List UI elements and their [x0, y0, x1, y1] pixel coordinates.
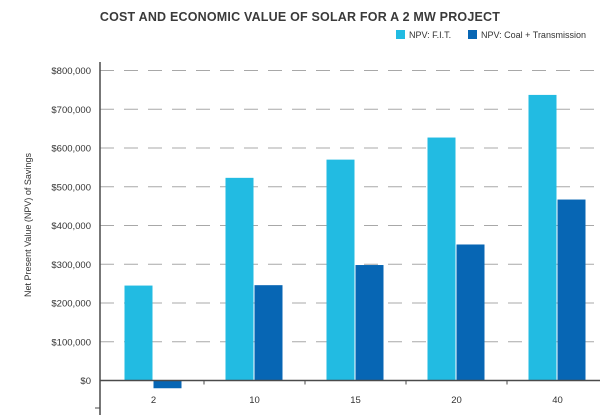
- bar-fit-20: [427, 137, 456, 381]
- y-tick-label: $200,000: [51, 299, 91, 310]
- y-tick-label: $600,000: [51, 144, 91, 155]
- y-tick-label: $500,000: [51, 182, 91, 193]
- bar-fit-2: [124, 285, 153, 381]
- bar-fit-40: [528, 94, 557, 381]
- chart-title: COST AND ECONOMIC VALUE OF SOLAR FOR A 2…: [100, 10, 500, 24]
- legend-label-coal: NPV: Coal + Transmission: [481, 30, 586, 40]
- y-tick-label: $700,000: [51, 105, 91, 116]
- legend-label-fit: NPV: F.I.T.: [409, 30, 451, 40]
- y-tick-label: $300,000: [51, 260, 91, 271]
- x-tick-label: 15: [350, 395, 361, 406]
- bar-coal-10: [254, 285, 283, 381]
- legend-swatch-fit: [396, 30, 405, 39]
- x-tick-label: 2: [151, 395, 156, 406]
- y-tick-label: $400,000: [51, 221, 91, 232]
- bar-coal-15: [355, 265, 384, 381]
- x-tick-label: 40: [552, 395, 563, 406]
- legend-swatch-coal: [468, 30, 477, 39]
- legend: NPV: F.I.T. NPV: Coal + Transmission: [396, 30, 586, 40]
- y-tick-labels: $0 $100,000 $200,000 $300,000 $400,000 $500,0…: [51, 66, 91, 387]
- bar-coal-2: [153, 380, 182, 389]
- bars: [124, 94, 586, 389]
- x-tick-labels: 2 10 15 20 40: [151, 395, 563, 406]
- y-tick-label: $100,000: [51, 337, 91, 348]
- x-tick-label: 10: [249, 395, 260, 406]
- y-tick-label: $800,000: [51, 66, 91, 77]
- bar-fit-15: [326, 159, 355, 381]
- x-tick-label: 20: [451, 395, 462, 406]
- y-tick-label: $0: [80, 376, 91, 387]
- bar-coal-20: [456, 244, 485, 381]
- bar-coal-40: [557, 199, 586, 381]
- axes: [95, 62, 600, 415]
- bar-fit-10: [225, 177, 254, 381]
- y-axis-label: Net Present Value (NPV) of Savings: [23, 153, 33, 297]
